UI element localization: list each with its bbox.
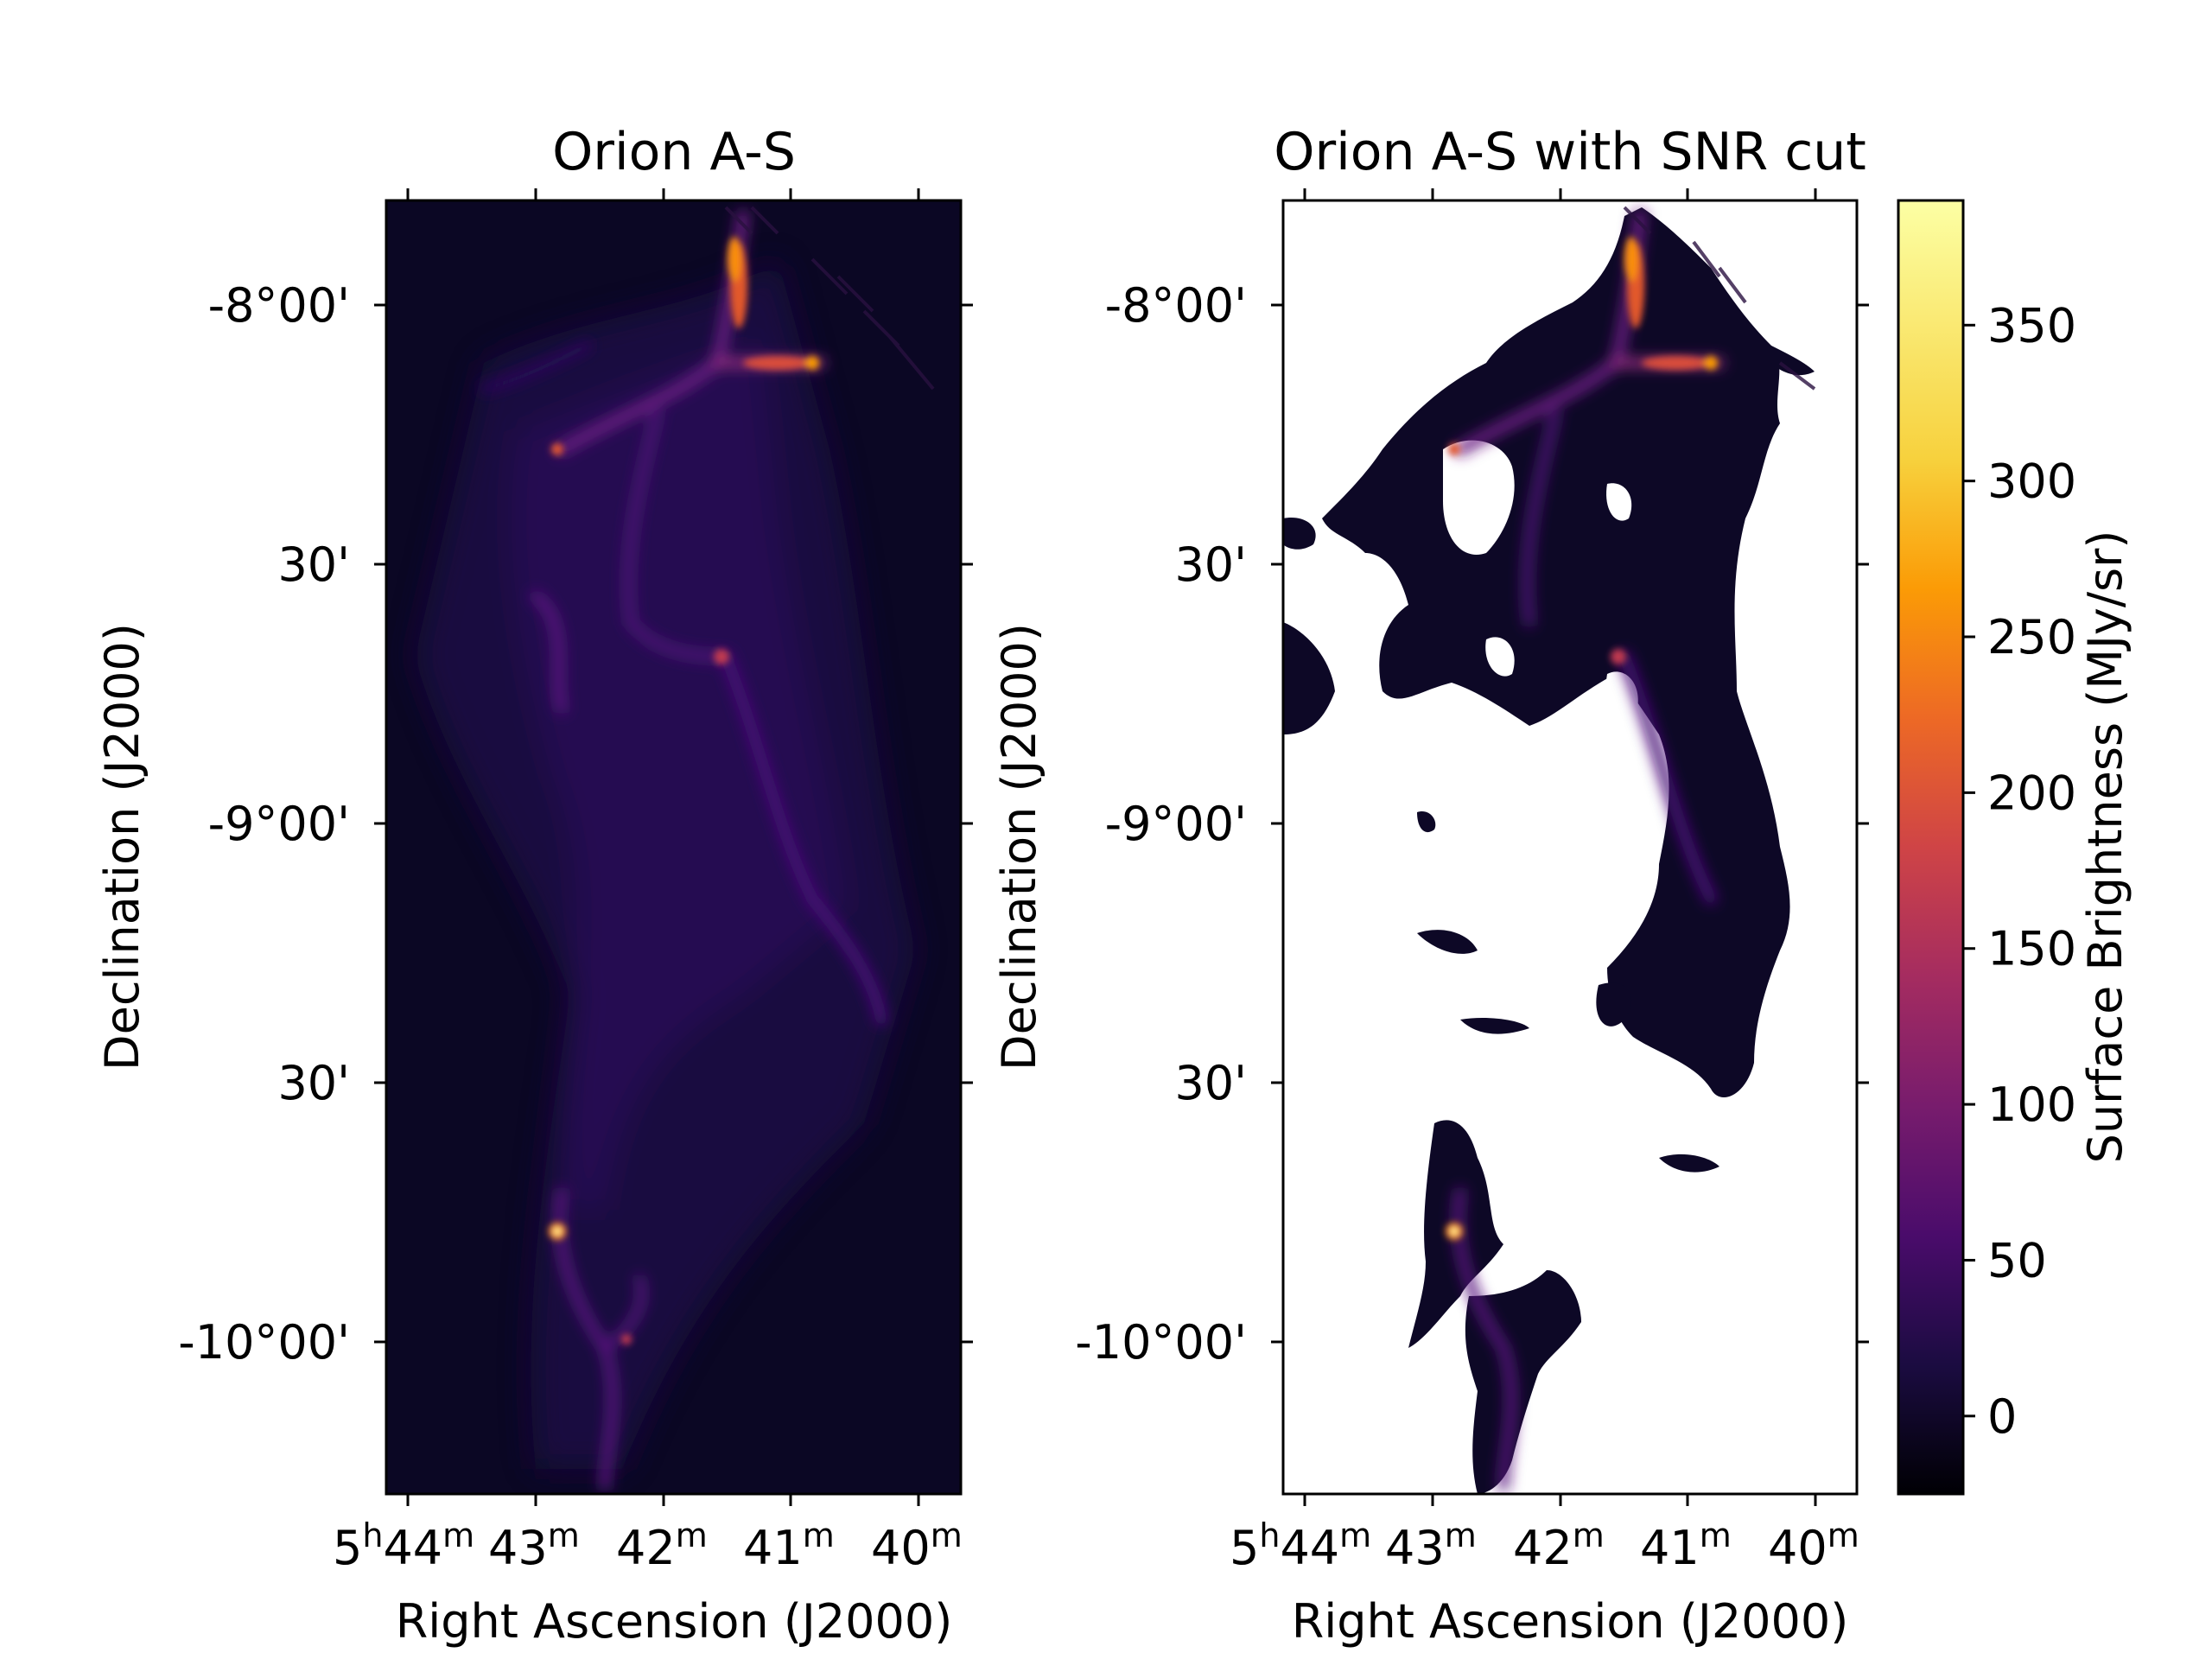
right-yticks — [1271, 303, 1869, 1344]
colorbar-tick-label: 0 — [1987, 1389, 2017, 1444]
right-panel: Orion A-S with SNR cut — [992, 122, 1869, 1649]
right-ytick-label: -9°00' — [1105, 797, 1247, 851]
left-xtick-labels: 5h44m 43m 42m 41m 40m — [333, 1516, 963, 1575]
xtick-label: 42m — [1513, 1516, 1605, 1575]
colorbar-tick-label: 100 — [1987, 1077, 2076, 1132]
colorbar-tick-label: 350 — [1987, 298, 2076, 353]
xtick-label: 5h44m — [333, 1516, 474, 1575]
left-ylabel: Declination (J2000) — [95, 623, 149, 1071]
right-xtick-labels: 5h44m 43m 42m 41m 40m — [1230, 1516, 1859, 1575]
right-ytick-label: -8°00' — [1105, 278, 1247, 333]
xtick-label: 5h44m — [1230, 1516, 1371, 1575]
colorbar-frame — [1897, 199, 1965, 1496]
xtick-label: 42m — [616, 1516, 708, 1575]
colorbar: 0 50 100 150 200 250 300 350 Surface Brightness… — [1897, 199, 2133, 1496]
left-xlabel: Right Ascension (J2000) — [396, 1594, 953, 1649]
colorbar-tick-label: 250 — [1987, 610, 2076, 664]
right-axes-frame — [1281, 199, 1859, 1496]
left-title: Orion A-S — [552, 122, 796, 182]
xtick-label: 40m — [871, 1516, 963, 1575]
left-yticks — [374, 303, 973, 1344]
xtick-label: 43m — [488, 1516, 580, 1575]
left-panel: Orion A-S — [95, 122, 973, 1649]
colorbar-gradient — [1898, 200, 1963, 1494]
left-ytick-label: -8°00' — [208, 278, 350, 333]
xtick-label: 43m — [1385, 1516, 1477, 1575]
left-xticks — [406, 188, 920, 1506]
colorbar-tick-label: 50 — [1987, 1233, 2047, 1287]
right-image — [1283, 200, 1857, 1494]
left-image — [386, 200, 961, 1494]
colorbar-label: Surface Brightness (MJy/sr) — [2078, 531, 2133, 1164]
right-ytick-label: -10°00' — [1075, 1315, 1247, 1370]
right-ytick-label: 30' — [1174, 1056, 1247, 1110]
colorbar-tick-label: 300 — [1987, 454, 2076, 509]
colorbar-tick-label: 150 — [1987, 922, 2076, 976]
left-ytick-label: -10°00' — [178, 1315, 350, 1370]
colorbar-ticks — [1963, 323, 1975, 1418]
left-axes-frame — [385, 199, 963, 1496]
right-xlabel: Right Ascension (J2000) — [1292, 1594, 1849, 1649]
right-ylabel: Declination (J2000) — [992, 623, 1046, 1071]
xtick-label: 41m — [1640, 1516, 1732, 1575]
xtick-label: 41m — [743, 1516, 835, 1575]
right-ytick-label: 30' — [1174, 537, 1247, 592]
xtick-label: 40m — [1768, 1516, 1859, 1575]
left-ytick-label: 30' — [277, 1056, 350, 1110]
left-ytick-label: -9°00' — [208, 797, 350, 851]
colorbar-tick-label: 200 — [1987, 766, 2076, 820]
right-xticks — [1303, 188, 1817, 1506]
left-ytick-label: 30' — [277, 537, 350, 592]
right-title: Orion A-S with SNR cut — [1274, 122, 1866, 182]
colorbar-tick-labels: 0 50 100 150 200 250 300 350 — [1987, 298, 2076, 1444]
